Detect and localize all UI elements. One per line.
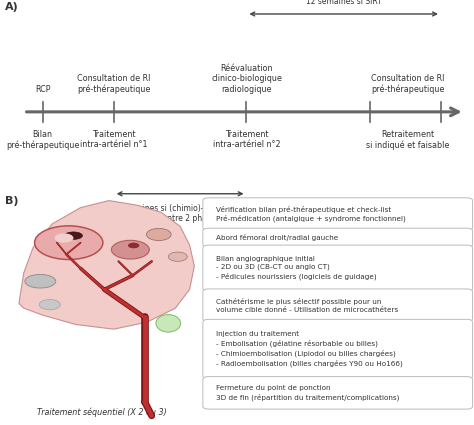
FancyBboxPatch shape <box>203 245 473 291</box>
Text: Traitement
intra-artériel n°2: Traitement intra-artériel n°2 <box>213 130 280 149</box>
FancyBboxPatch shape <box>203 198 473 230</box>
Text: Abord fémoral droit/radial gauche: Abord fémoral droit/radial gauche <box>216 234 338 241</box>
Text: Fermeture du point de ponction
3D de fin (répartition du traitement/complication: Fermeture du point de ponction 3D de fin… <box>216 385 399 401</box>
Text: Bilan angiographique initial
- 2D ou 3D (CB-CT ou angio CT)
- Pédicules nourissi: Bilan angiographique initial - 2D ou 3D … <box>216 256 376 280</box>
Text: Retraitement
si indiqué et faisable: Retraitement si indiqué et faisable <box>366 130 449 150</box>
Text: Cathétérisme le plus sélectif possible pour un
volume cible donné - Utilisation : Cathétérisme le plus sélectif possible p… <box>216 298 398 313</box>
Ellipse shape <box>156 314 181 332</box>
Circle shape <box>111 241 149 259</box>
Text: RCP: RCP <box>35 85 50 94</box>
FancyBboxPatch shape <box>203 319 473 379</box>
Ellipse shape <box>25 275 56 288</box>
Text: Vérification bilan pré-thérapeutique et check-list
Pré-médication (antalgique + : Vérification bilan pré-thérapeutique et … <box>216 206 405 223</box>
Text: Consultation de RI
pré-thérapeutique: Consultation de RI pré-thérapeutique <box>77 74 150 94</box>
Text: Traitement
intra-artériel n°1: Traitement intra-artériel n°1 <box>80 130 147 149</box>
Circle shape <box>55 233 73 243</box>
Text: Réévaluation
clinico-biologique
radiologique: Réévaluation clinico-biologique radiolog… <box>211 64 282 94</box>
Text: A): A) <box>5 2 18 12</box>
Circle shape <box>35 226 103 260</box>
Circle shape <box>168 252 187 261</box>
Ellipse shape <box>64 232 82 239</box>
FancyBboxPatch shape <box>203 377 473 409</box>
Text: Traitement séquentiel (X 2 ou 3): Traitement séquentiel (X 2 ou 3) <box>37 407 167 417</box>
Text: Consultation de RI
pré-thérapeutique: Consultation de RI pré-thérapeutique <box>371 74 444 94</box>
FancyBboxPatch shape <box>203 289 473 321</box>
Circle shape <box>146 228 171 241</box>
Text: 4-6 semaines si (chimio)-embolisation
12 semaines si SIRT: 4-6 semaines si (chimio)-embolisation 12… <box>271 0 417 6</box>
Circle shape <box>128 243 139 248</box>
Text: 6-8 semaines si (chimio)-embolisation
1-2 semaines entre 2 phases de SIRT: 6-8 semaines si (chimio)-embolisation 1-… <box>107 204 253 223</box>
Text: Bilan
pré-thérapeutique: Bilan pré-thérapeutique <box>6 130 79 150</box>
Polygon shape <box>19 201 194 329</box>
Circle shape <box>39 300 60 310</box>
FancyBboxPatch shape <box>203 228 473 247</box>
Text: B): B) <box>5 196 18 206</box>
Text: Injection du traitement
- Embolisation (gélatine résorbable ou billes)
- Chimioe: Injection du traitement - Embolisation (… <box>216 331 402 367</box>
